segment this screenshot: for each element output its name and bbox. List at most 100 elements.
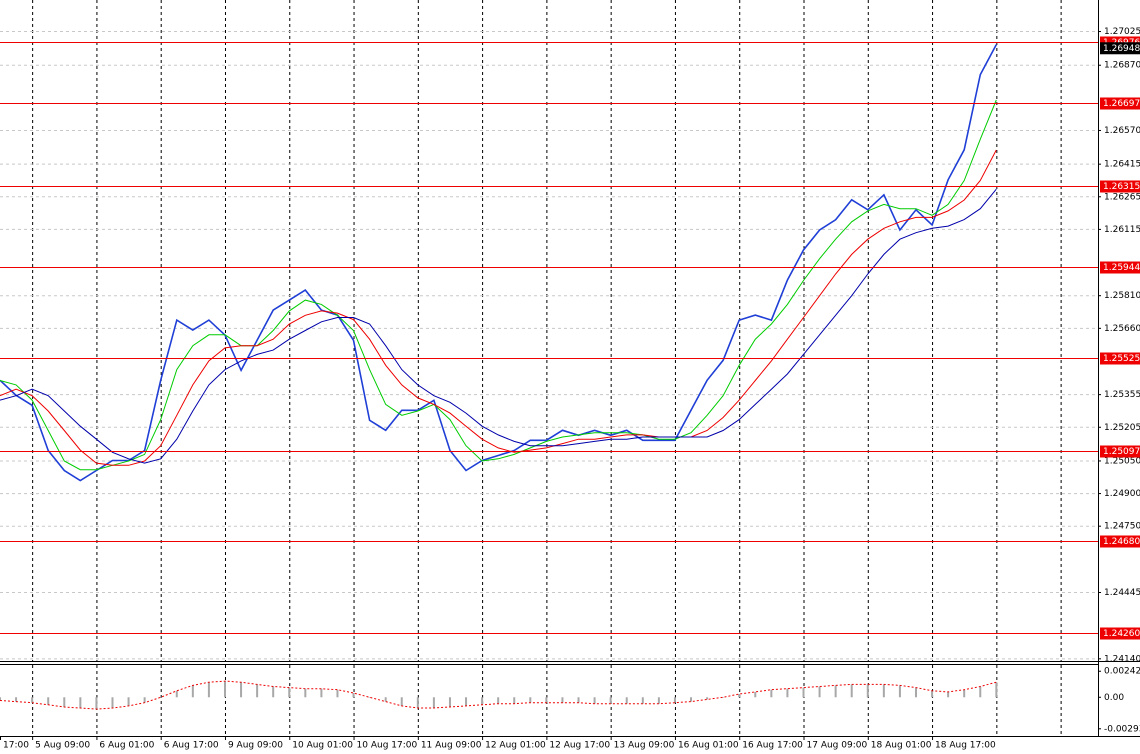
histogram-bar	[995, 682, 998, 698]
moving-average	[0, 99, 997, 471]
histogram-bar	[159, 697, 162, 698]
current-price-box	[1100, 42, 1140, 55]
histogram-bar	[802, 687, 805, 698]
y-tick-label: 1.26570	[1104, 126, 1140, 136]
histogram-bar	[63, 697, 66, 707]
histogram-bar	[304, 688, 307, 698]
histogram-bar	[818, 686, 821, 698]
histogram-bar	[127, 697, 130, 706]
price-line	[0, 44, 998, 482]
y-tick-label: 1.25355	[1104, 390, 1140, 400]
histogram-bar	[914, 687, 917, 698]
level-label: 1.26697	[1103, 99, 1140, 109]
histogram-bar	[963, 689, 966, 698]
histogram-bar	[272, 686, 275, 698]
histogram-bar	[191, 685, 194, 698]
histogram-bar	[577, 697, 580, 703]
y-tick-label: 1.26415	[1104, 160, 1140, 170]
level-label-box	[1100, 352, 1140, 365]
histogram-bar	[175, 690, 178, 698]
histogram-bar	[609, 697, 612, 704]
histogram-bar	[593, 697, 596, 704]
moving-average	[0, 188, 997, 464]
histogram-bar	[47, 697, 50, 705]
histogram-bar	[31, 697, 34, 703]
histogram-bar	[931, 690, 934, 698]
histogram-bar	[706, 697, 709, 700]
y-tick-label: 1.25205	[1104, 423, 1140, 433]
y-tick-label: 1.27025	[1104, 27, 1140, 37]
histogram-bar	[15, 697, 18, 702]
histogram-bar	[561, 697, 564, 703]
histogram-bar	[95, 697, 98, 710]
level-label-box	[1100, 627, 1140, 640]
x-tick-label: 6 Aug 17:00	[164, 741, 219, 751]
histogram-bar	[738, 694, 741, 698]
histogram-bar	[722, 697, 725, 698]
histogram-bar	[529, 697, 532, 703]
histogram-bar	[111, 697, 114, 709]
histogram-bar	[834, 685, 837, 698]
histogram-bar	[786, 688, 789, 698]
level-label: 1.25525	[1103, 354, 1140, 364]
x-tick-label: 16 Aug 01:00	[678, 741, 739, 751]
level-label: 1.24680	[1103, 537, 1140, 547]
level-label: 1.25944	[1103, 263, 1140, 273]
moving-average	[0, 149, 997, 466]
y-tick-label: -0.00293	[1104, 724, 1140, 734]
histogram-bar	[288, 687, 291, 698]
signal-line	[0, 680, 997, 710]
histogram-bar	[657, 697, 660, 704]
x-tick-label: 16 Aug 17:00	[742, 741, 803, 751]
histogram-bar	[256, 684, 259, 698]
x-tick-label: 17 Aug 09:00	[807, 741, 868, 751]
histogram-bar	[79, 697, 82, 709]
histogram-bar	[207, 682, 210, 698]
y-tick-label: 1.26265	[1104, 192, 1140, 202]
histogram-bar	[979, 686, 982, 698]
current-price-label: 1.26948	[1103, 44, 1140, 54]
histogram-bar	[866, 684, 869, 698]
y-tick-label: 1.24900	[1104, 489, 1140, 499]
histogram-bar	[481, 697, 484, 705]
y-tick-label: 1.24445	[1104, 588, 1140, 598]
histogram-bar	[673, 697, 676, 703]
histogram-bar	[0, 697, 1, 701]
histogram-bar	[545, 697, 548, 703]
x-tick-label: 18 Aug 17:00	[935, 741, 996, 751]
histogram-bar	[448, 697, 451, 707]
histogram-bar	[625, 697, 628, 704]
x-tick-label: 18 Aug 01:00	[871, 741, 932, 751]
level-label-box	[1100, 180, 1140, 193]
y-tick-label: 1.25810	[1104, 291, 1140, 301]
histogram-bar	[240, 682, 243, 698]
level-label: 1.25097	[1103, 447, 1140, 457]
histogram-bar	[320, 688, 323, 698]
histogram-bar	[384, 697, 387, 702]
histogram-bar	[223, 681, 226, 698]
level-label: 1.24260	[1103, 629, 1140, 639]
y-tick-label: 1.24140	[1104, 654, 1140, 664]
level-label-box	[1100, 535, 1140, 548]
x-tick-label: 9 Aug 09:00	[228, 741, 283, 751]
histogram-bar	[882, 684, 885, 698]
y-tick-label: 1.25660	[1104, 324, 1140, 334]
y-tick-label: 1.26870	[1104, 61, 1140, 71]
histogram-bar	[770, 689, 773, 698]
x-tick-label: 5 Aug 09:00	[35, 741, 90, 751]
x-tick-label: 12 Aug 17:00	[549, 741, 610, 751]
histogram-bar	[400, 697, 403, 706]
x-tick-label: 13 Aug 09:00	[614, 741, 675, 751]
histogram-bar	[465, 697, 468, 706]
histogram-bar	[352, 692, 355, 698]
histogram-bar	[850, 684, 853, 698]
histogram-bar	[641, 697, 644, 704]
y-tick-label: 0.00242	[1104, 667, 1140, 677]
histogram-bar	[143, 697, 146, 703]
level-label-box	[1100, 261, 1140, 274]
y-tick-label: 1.24750	[1104, 522, 1140, 532]
x-tick-label: 12 Aug 01:00	[485, 741, 546, 751]
